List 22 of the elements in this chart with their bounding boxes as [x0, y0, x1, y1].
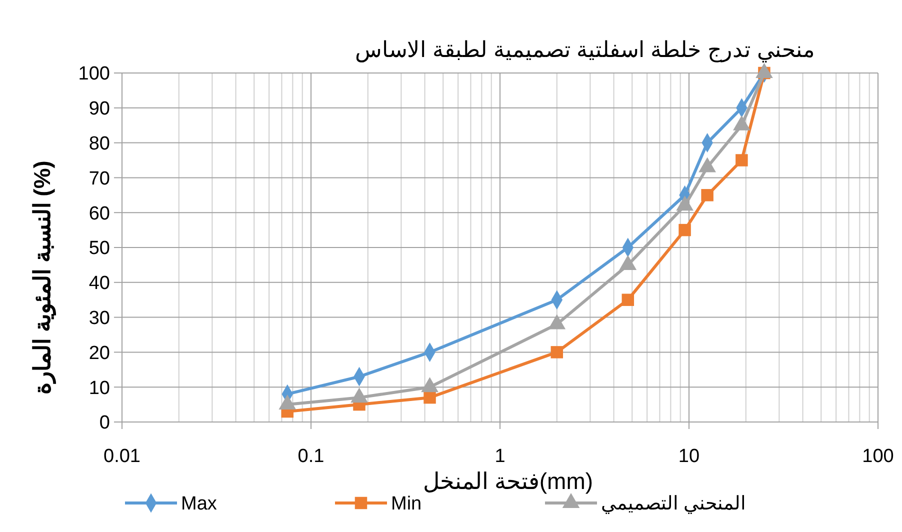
x-tick-label: 0.1 — [298, 446, 324, 467]
y-tick-label: 90 — [88, 98, 110, 120]
chart-title: منحني تدرج خلطة اسفلتية تصميمية لطبقة الاساس — [355, 37, 815, 63]
x-axis-title: فتحة المنخل(mm) — [422, 468, 594, 494]
y-tick-label: 0 — [99, 412, 110, 434]
x-tick-label: 1 — [494, 446, 506, 467]
y-tick-label: 20 — [88, 342, 110, 364]
x-tick-label: 0.01 — [104, 446, 140, 467]
y-tick-label: 60 — [88, 203, 110, 224]
y-tick-label: 50 — [88, 238, 110, 260]
y-tick-label: 30 — [88, 308, 110, 329]
y-tick-label: 10 — [88, 378, 110, 399]
y-tick-label: 40 — [88, 273, 110, 294]
legend-label: Max — [181, 494, 218, 515]
y-tick-label: 80 — [88, 133, 110, 154]
x-tick-label: 100 — [862, 446, 894, 467]
y-tick-label: 100 — [78, 64, 110, 85]
y-tick-label: 70 — [88, 168, 110, 190]
y-axis-title: النسبة المئوية المارة (%) — [29, 160, 57, 394]
legend-label: Min — [391, 494, 422, 515]
x-tick-label: 10 — [678, 446, 700, 467]
legend-label: المنحني التصميمي — [601, 494, 746, 515]
